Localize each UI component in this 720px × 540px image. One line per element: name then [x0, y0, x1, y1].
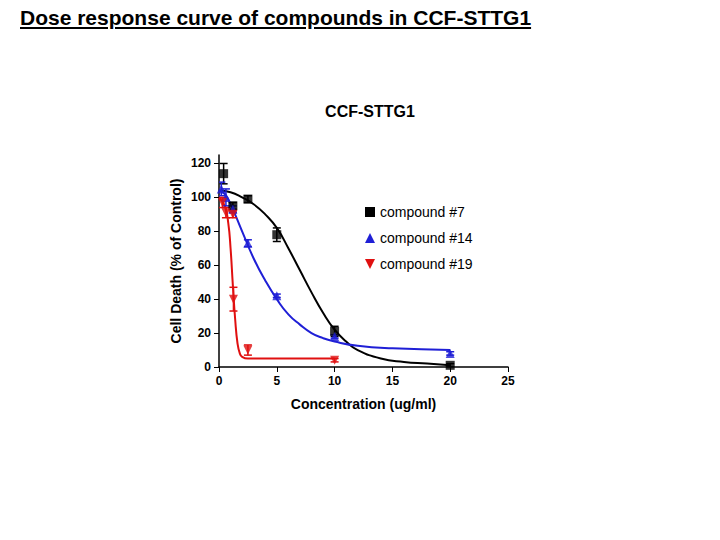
svg-text:0: 0: [204, 360, 211, 374]
svg-text:0: 0: [216, 374, 223, 388]
svg-text:compound #14: compound #14: [380, 230, 473, 246]
svg-text:Concentration (ug/ml): Concentration (ug/ml): [291, 396, 436, 412]
svg-text:15: 15: [386, 374, 400, 388]
html-text:Dose response curve of compoun: Dose response curve of compounds in CCF-…: [20, 6, 532, 29]
svg-text:60: 60: [198, 258, 212, 272]
svg-text:5: 5: [273, 374, 280, 388]
svg-text:Cell Death (% of Control): Cell Death (% of Control): [168, 179, 184, 344]
svg-text:40: 40: [198, 292, 212, 306]
svg-text:compound #19: compound #19: [380, 256, 473, 272]
svg-text:20: 20: [198, 326, 212, 340]
svg-text:10: 10: [328, 374, 342, 388]
svg-text:20: 20: [444, 374, 458, 388]
svg-text:25: 25: [501, 374, 515, 388]
svg-text:80: 80: [198, 224, 212, 238]
svg-text:100: 100: [191, 190, 211, 204]
svg-text:compound #7: compound #7: [380, 204, 465, 220]
svg-text:CCF-STTG1: CCF-STTG1: [325, 103, 415, 120]
svg-text:120: 120: [191, 156, 211, 170]
